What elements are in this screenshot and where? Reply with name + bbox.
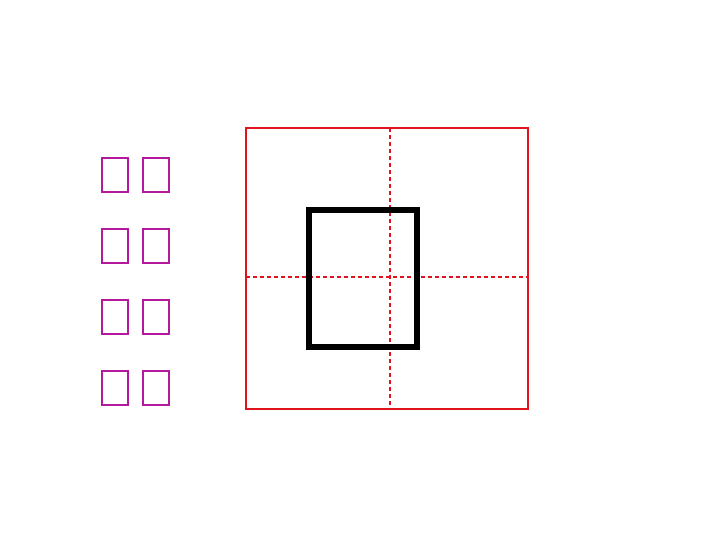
character-glyph-box xyxy=(306,207,420,350)
placeholder-glyph-box xyxy=(101,228,129,264)
word-list xyxy=(101,157,181,441)
placeholder-glyph-box xyxy=(101,370,129,406)
word-row-1 xyxy=(101,157,181,197)
placeholder-glyph-box xyxy=(101,157,129,193)
placeholder-glyph-box xyxy=(142,370,170,406)
word-row-4 xyxy=(101,370,181,410)
placeholder-glyph-box xyxy=(142,299,170,335)
word-row-2 xyxy=(101,228,181,268)
word-row-3 xyxy=(101,299,181,339)
placeholder-glyph-box xyxy=(142,228,170,264)
placeholder-glyph-box xyxy=(142,157,170,193)
placeholder-glyph-box xyxy=(101,299,129,335)
grid-outer-border xyxy=(245,127,529,410)
